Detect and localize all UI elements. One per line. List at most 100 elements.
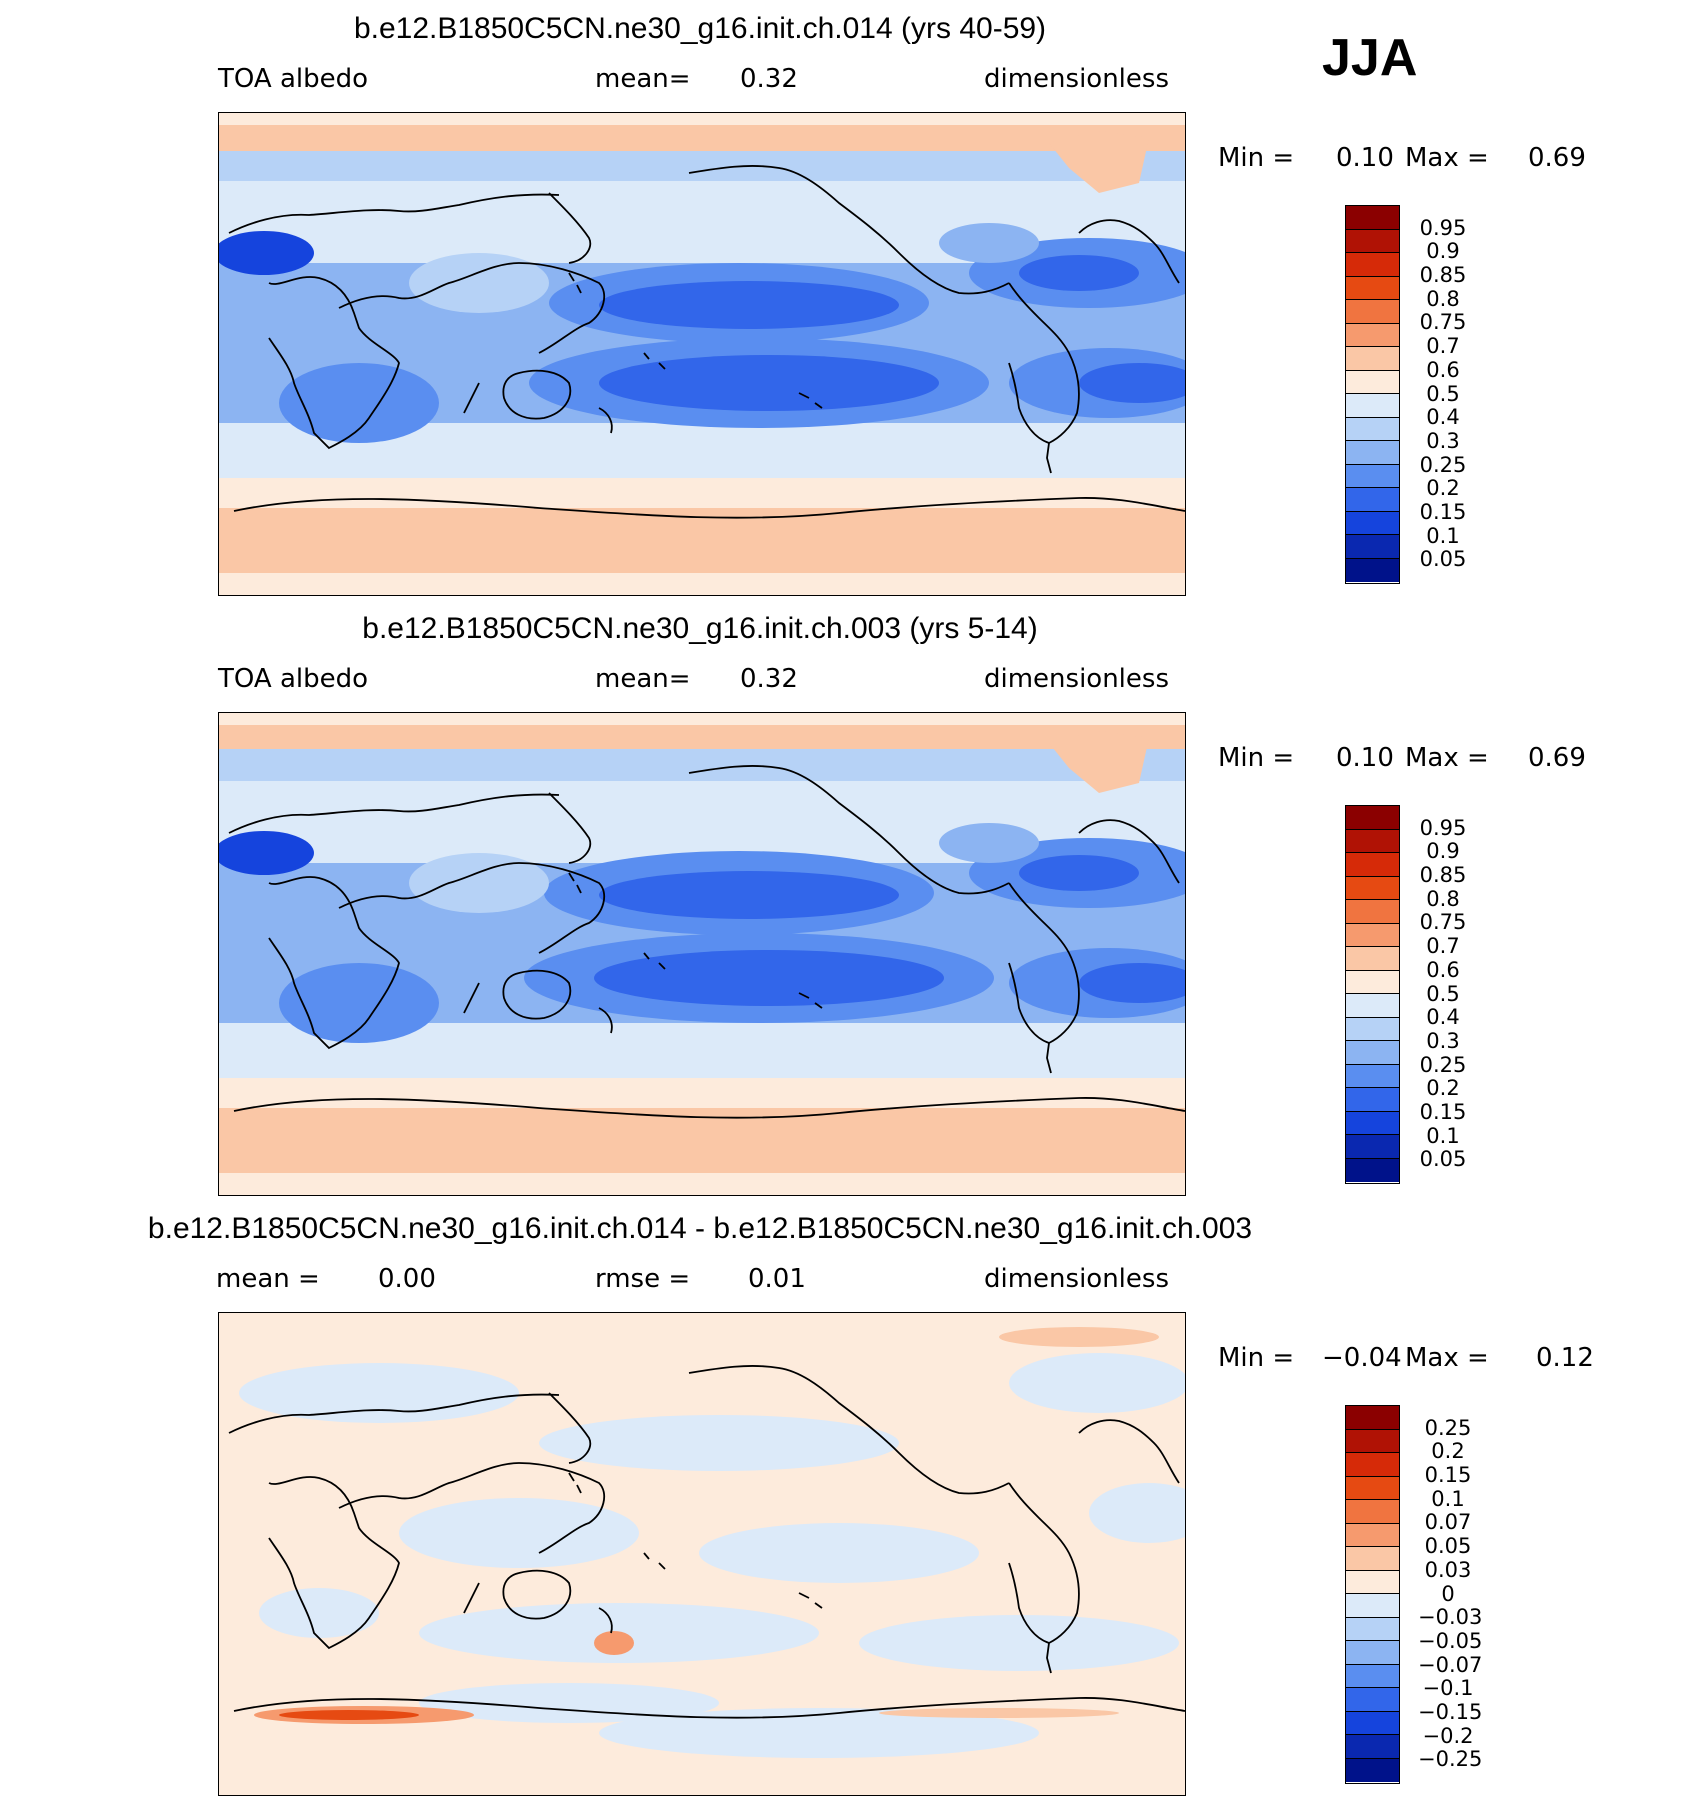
- panel-3-units: dimensionless: [984, 1264, 1169, 1294]
- panel-1-title: b.e12.B1850C5CN.ne30_g16.init.ch.014 (yr…: [353, 12, 1047, 45]
- panel-3-colorbar: [1345, 1405, 1400, 1784]
- colorbar-swatch: [1346, 558, 1399, 582]
- panel-3-max-value: 0.12: [1536, 1343, 1594, 1373]
- colorbar-swatch: [1346, 417, 1399, 441]
- colorbar-swatch: [1346, 1570, 1399, 1594]
- colorbar-tick-label: 0.15: [1419, 1099, 1467, 1124]
- panel-3-min-label: Min =: [1218, 1343, 1295, 1373]
- albedo-map-svg: [219, 113, 1185, 595]
- colorbar-tick-label: 0.95: [1419, 815, 1467, 840]
- colorbar-swatch: [1346, 1429, 1399, 1453]
- panel-2-units: dimensionless: [984, 664, 1169, 694]
- panel-1-max-value: 0.69: [1528, 143, 1586, 173]
- colorbar-tick-label: 0.6: [1426, 357, 1460, 382]
- colorbar-tick-label: 0.05: [1419, 547, 1467, 572]
- colorbar-swatch: [1346, 300, 1399, 324]
- colorbar-tick-label: −0.15: [1418, 1699, 1483, 1724]
- panel-3-min-value: −0.04: [1322, 1343, 1402, 1373]
- colorbar-tick-label: 0.1: [1431, 1486, 1465, 1511]
- colorbar-tick-label: −0.25: [1418, 1747, 1483, 1772]
- colorbar-tick-label: 0.3: [1426, 1028, 1460, 1053]
- colorbar-tick-label: 0.7: [1426, 334, 1460, 359]
- colorbar-tick-label: 0.2: [1426, 1076, 1460, 1101]
- panel-2-min-value: 0.10: [1336, 743, 1394, 773]
- panel-3-title: b.e12.B1850C5CN.ne30_g16.init.ch.014 - b…: [147, 1212, 1253, 1245]
- colorbar-swatch: [1346, 1523, 1399, 1547]
- colorbar-swatch: [1346, 1406, 1399, 1430]
- colorbar-swatch: [1346, 806, 1399, 830]
- colorbar-tick-label: 0.4: [1426, 1005, 1460, 1030]
- panel-2-max-label: Max =: [1405, 743, 1489, 773]
- colorbar-swatch: [1346, 488, 1399, 512]
- colorbar-swatch: [1346, 900, 1399, 924]
- colorbar-tick-label: 0.95: [1419, 215, 1467, 240]
- colorbar-swatch: [1346, 535, 1399, 559]
- panel-3-rmse-label: rmse =: [595, 1264, 691, 1294]
- colorbar-swatch: [1346, 394, 1399, 418]
- colorbar-swatch: [1346, 464, 1399, 488]
- colorbar-swatch: [1346, 441, 1399, 465]
- panel-2-map: [218, 712, 1186, 1196]
- colorbar-tick-label: 0.85: [1419, 863, 1467, 888]
- colorbar-swatch: [1346, 1664, 1399, 1688]
- panel-1-units: dimensionless: [984, 64, 1169, 94]
- panel-2-mean-label: mean=: [595, 664, 691, 694]
- colorbar-tick-label: 0.1: [1426, 1123, 1460, 1148]
- colorbar-swatch: [1346, 853, 1399, 877]
- panel-1-max-label: Max =: [1405, 143, 1489, 173]
- colorbar-tick-label: 0: [1441, 1581, 1455, 1606]
- colorbar-swatch: [1346, 1041, 1399, 1065]
- panel-1-map: [218, 112, 1186, 596]
- colorbar-swatch: [1346, 370, 1399, 394]
- panel-3-rmse-value: 0.01: [748, 1264, 806, 1294]
- panel-1-min-label: Min =: [1218, 143, 1295, 173]
- colorbar-tick-label: −0.1: [1422, 1676, 1474, 1701]
- colorbar-tick-label: 0.15: [1424, 1463, 1472, 1488]
- panel-3-max-label: Max =: [1405, 1343, 1489, 1373]
- colorbar-tick-label: 0.03: [1424, 1557, 1472, 1582]
- colorbar-tick-label: 0.05: [1424, 1534, 1472, 1559]
- panel-2-max-value: 0.69: [1528, 743, 1586, 773]
- colorbar-tick-label: 0.75: [1419, 910, 1467, 935]
- colorbar-swatch: [1346, 1135, 1399, 1159]
- colorbar-tick-label: 0.3: [1426, 428, 1460, 453]
- colorbar-tick-label: 0.8: [1426, 286, 1460, 311]
- panel-3-mean-label: mean =: [216, 1264, 320, 1294]
- colorbar-swatch: [1346, 1476, 1399, 1500]
- colorbar-swatch: [1346, 1758, 1399, 1782]
- colorbar-swatch: [1346, 1547, 1399, 1571]
- colorbar-swatch: [1346, 229, 1399, 253]
- colorbar-swatch: [1346, 1064, 1399, 1088]
- colorbar-swatch: [1346, 511, 1399, 535]
- colorbar-swatch: [1346, 323, 1399, 347]
- panel-1-mean-label: mean=: [595, 64, 691, 94]
- colorbar-tick-label: 0.9: [1426, 239, 1460, 264]
- colorbar-swatch: [1346, 947, 1399, 971]
- colorbar-tick-label: 0.15: [1419, 499, 1467, 524]
- colorbar-swatch: [1346, 276, 1399, 300]
- colorbar-swatch: [1346, 1735, 1399, 1759]
- colorbar-tick-label: −0.07: [1418, 1652, 1483, 1677]
- colorbar-tick-label: 0.4: [1426, 405, 1460, 430]
- colorbar-tick-label: 0.1: [1426, 523, 1460, 548]
- colorbar-swatch: [1346, 347, 1399, 371]
- colorbar-tick-label: 0.07: [1424, 1510, 1472, 1535]
- colorbar-swatch: [1346, 1158, 1399, 1182]
- colorbar-swatch: [1346, 1017, 1399, 1041]
- panel-2-colorbar: [1345, 805, 1400, 1184]
- colorbar-tick-label: 0.5: [1426, 981, 1460, 1006]
- colorbar-tick-label: 0.2: [1431, 1439, 1465, 1464]
- colorbar-swatch: [1346, 1500, 1399, 1524]
- colorbar-tick-label: 0.75: [1419, 310, 1467, 335]
- colorbar-swatch: [1346, 876, 1399, 900]
- colorbar-swatch: [1346, 1088, 1399, 1112]
- colorbar-tick-label: 0.9: [1426, 839, 1460, 864]
- colorbar-swatch: [1346, 206, 1399, 230]
- colorbar-swatch: [1346, 829, 1399, 853]
- colorbar-tick-label: 0.05: [1419, 1147, 1467, 1172]
- colorbar-swatch: [1346, 994, 1399, 1018]
- albedo-map-svg: [219, 713, 1185, 1195]
- colorbar-tick-label: 0.25: [1419, 452, 1467, 477]
- difference-map-svg: [219, 1313, 1185, 1795]
- panel-2-min-label: Min =: [1218, 743, 1295, 773]
